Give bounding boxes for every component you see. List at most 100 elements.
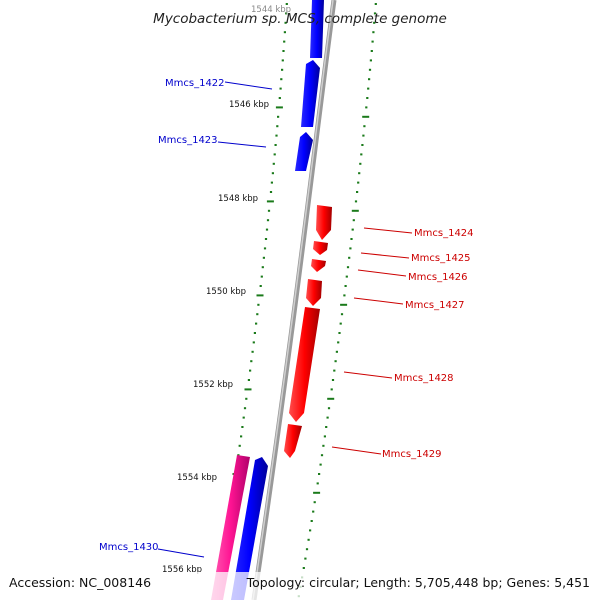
- minor-tick-mark: [252, 341, 255, 344]
- major-tick-mark: [340, 303, 348, 306]
- tick-label-1550: 1550 kbp: [206, 287, 246, 297]
- minor-tick-mark: [277, 115, 280, 118]
- minor-tick-mark: [345, 275, 348, 278]
- gene-label-mmcs-1426[interactable]: Mmcs_1426: [408, 272, 468, 283]
- outer-tick-track: [297, 3, 377, 598]
- tick-label-1554: 1554 kbp: [177, 473, 217, 483]
- minor-tick-mark: [331, 379, 335, 381]
- minor-tick-mark: [312, 510, 315, 513]
- minor-tick-mark: [333, 369, 336, 372]
- minor-tick-mark: [316, 482, 319, 485]
- gene-label-mmcs-1424[interactable]: Mmcs_1424: [414, 228, 474, 239]
- minor-tick-mark: [283, 31, 286, 34]
- minor-tick-mark: [351, 228, 354, 231]
- minor-tick-mark: [257, 303, 260, 306]
- minor-tick-mark: [305, 548, 309, 551]
- minor-tick-mark: [372, 31, 375, 34]
- minor-tick-mark: [310, 520, 313, 522]
- minor-tick-mark: [261, 266, 264, 269]
- minor-tick-mark: [348, 256, 351, 259]
- minor-tick-mark: [267, 209, 271, 212]
- minor-tick-mark: [247, 379, 250, 381]
- minor-tick-mark: [278, 97, 281, 99]
- gene-mmcs-1424-arrow[interactable]: [316, 205, 332, 240]
- gene-label-mmcs-1423[interactable]: Mmcs_1423: [158, 135, 218, 146]
- minor-tick-mark: [285, 3, 288, 5]
- minor-tick-mark: [322, 444, 325, 447]
- minor-tick-mark: [272, 162, 275, 165]
- minor-tick-mark: [304, 557, 307, 560]
- major-tick-mark: [327, 397, 335, 400]
- gene-label-mmcs-1430[interactable]: Mmcs_1430: [99, 542, 159, 553]
- minor-tick-mark: [271, 172, 274, 175]
- accession-text: Accession: NC_008146: [9, 575, 151, 590]
- minor-tick-mark: [265, 228, 269, 231]
- gene-label-mmcs-1422[interactable]: Mmcs_1422: [165, 78, 225, 89]
- minor-tick-mark: [371, 40, 374, 43]
- gene-mmcs-1428-arrow[interactable]: [289, 307, 320, 422]
- minor-tick-mark: [313, 501, 316, 504]
- minor-tick-mark: [240, 435, 243, 438]
- minor-tick-mark: [365, 106, 368, 109]
- minor-tick-mark: [360, 153, 363, 156]
- minor-tick-mark: [373, 12, 377, 15]
- footer-background: [0, 572, 600, 600]
- minor-tick-mark: [309, 529, 312, 532]
- minor-tick-mark: [368, 68, 372, 71]
- gene-mmcs-1423-arrow[interactable]: [295, 132, 313, 171]
- minor-tick-mark: [274, 144, 277, 146]
- gene-mmcs-1426-arrow[interactable]: [311, 259, 326, 272]
- map-title: Mycobacterium sp. MCS, complete genome: [153, 11, 447, 27]
- minor-tick-mark: [352, 219, 355, 222]
- minor-tick-mark: [245, 397, 248, 400]
- gene-label-mmcs-1427[interactable]: Mmcs_1427: [405, 300, 465, 311]
- minor-tick-mark: [318, 473, 321, 475]
- minor-tick-mark: [340, 313, 344, 316]
- gene-mmcs-1429-arrow[interactable]: [284, 424, 302, 458]
- minor-tick-mark: [330, 388, 333, 391]
- minor-tick-mark: [369, 59, 372, 62]
- minor-tick-mark: [285, 12, 288, 15]
- minor-tick-mark: [269, 191, 273, 193]
- minor-tick-mark: [237, 454, 240, 457]
- minor-tick-mark: [281, 68, 284, 71]
- minor-tick-mark: [279, 87, 282, 90]
- gene-mmcs-1427-arrow[interactable]: [306, 279, 322, 306]
- minor-tick-mark: [250, 360, 253, 363]
- gene-label-mmcs-1425[interactable]: Mmcs_1425: [411, 253, 471, 264]
- minor-tick-mark: [356, 191, 359, 193]
- minor-tick-mark: [256, 313, 259, 316]
- minor-tick-mark: [320, 454, 324, 457]
- gene-label-mmcs-1429[interactable]: Mmcs_1429: [382, 449, 442, 460]
- minor-tick-mark: [358, 172, 361, 175]
- minor-tick-mark: [273, 153, 276, 156]
- minor-tick-mark: [344, 285, 347, 287]
- minor-tick-mark: [367, 87, 370, 90]
- minor-tick-mark: [281, 59, 284, 62]
- minor-tick-mark: [343, 294, 346, 297]
- rna-feature-bar[interactable]: [211, 455, 250, 600]
- gene-mmcs-1422-arrow[interactable]: [301, 60, 320, 127]
- minor-tick-mark: [275, 134, 278, 137]
- minor-tick-mark: [373, 21, 376, 24]
- minor-tick-mark: [241, 426, 244, 428]
- minor-tick-mark: [280, 78, 283, 81]
- gene-label-mmcs-1428[interactable]: Mmcs_1428: [394, 373, 454, 384]
- major-tick-mark: [275, 106, 283, 109]
- minor-tick-mark: [249, 369, 252, 372]
- gene-mmcs-1421-arrow[interactable]: [310, 0, 324, 58]
- minor-tick-mark: [326, 416, 329, 419]
- minor-tick-mark: [359, 162, 362, 165]
- minor-tick-mark: [337, 341, 340, 344]
- minor-tick-mark: [238, 444, 241, 447]
- minor-tick-mark: [266, 219, 270, 222]
- minor-tick-mark: [334, 360, 337, 363]
- minor-tick-mark: [361, 144, 364, 146]
- tick-label-1556: 1556 kbp: [162, 565, 202, 575]
- gene-mmcs-1425-arrow[interactable]: [313, 241, 328, 255]
- genome-backbone: [251, 0, 337, 600]
- minor-tick-mark: [325, 426, 328, 428]
- major-tick-mark: [313, 491, 321, 494]
- gene-mmcs-1430-arrow[interactable]: [231, 457, 268, 600]
